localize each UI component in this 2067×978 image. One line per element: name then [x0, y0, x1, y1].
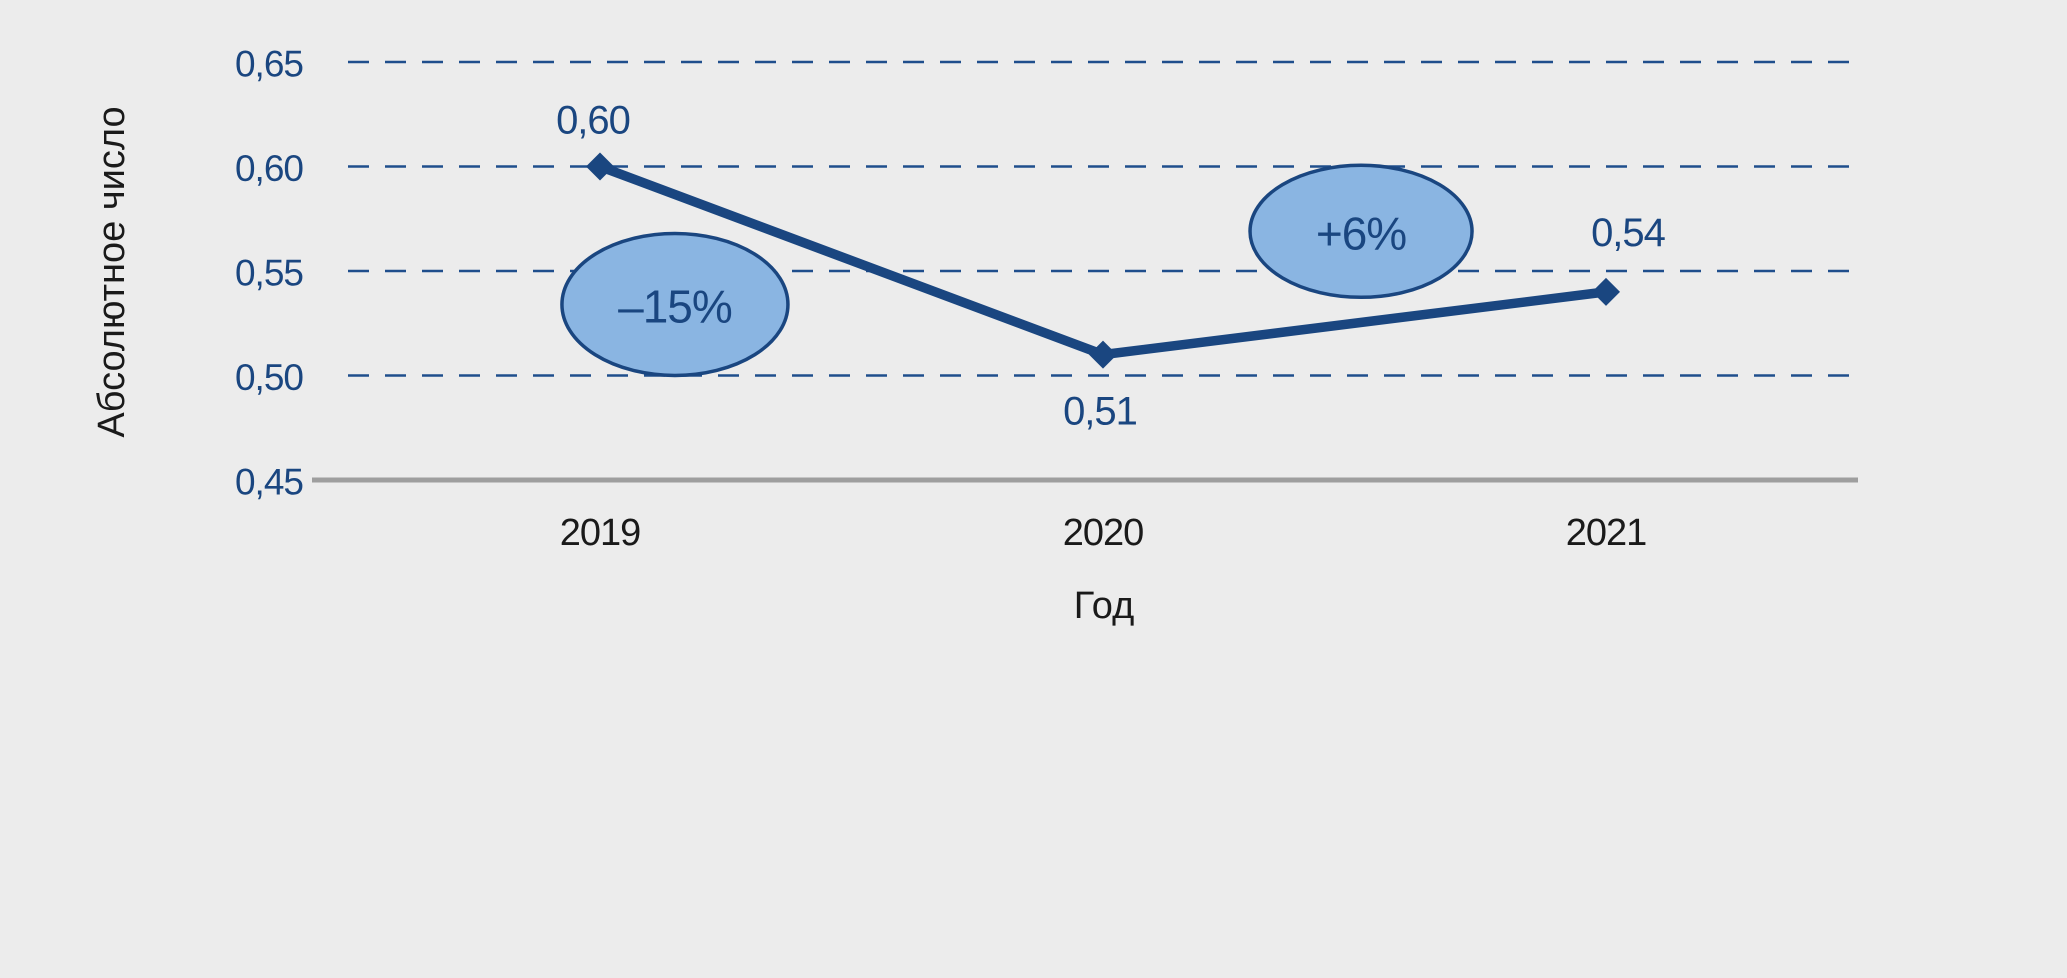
point-label: 0,51 — [1063, 390, 1137, 434]
y-tick-label: 0,55 — [235, 253, 303, 294]
y-tick-label: 0,60 — [235, 148, 303, 189]
point-label: 0,54 — [1591, 211, 1666, 255]
y-tick-label: 0,65 — [235, 44, 303, 85]
annotation-ellipse — [560, 231, 790, 378]
annotation-ellipse — [1248, 163, 1474, 300]
point-marker — [586, 152, 614, 181]
x-tick-label: 2019 — [560, 512, 641, 554]
x-axis-tick-labels: 2019 2020 2021 — [560, 512, 1648, 554]
y-axis-tick-labels: 0,65 0,60 0,55 0,50 0,45 — [235, 44, 304, 503]
point-marker — [1592, 277, 1620, 306]
gridlines — [348, 60, 1858, 377]
x-tick-label: 2020 — [1063, 512, 1144, 554]
y-tick-label: 0,45 — [235, 462, 303, 503]
annotation-ellipses: –15% +6% — [560, 163, 1474, 378]
point-label: 0,60 — [556, 99, 630, 143]
y-axis-title: Абсолютное число — [91, 106, 133, 437]
y-tick-label: 0,50 — [235, 357, 303, 398]
data-series — [586, 152, 1620, 369]
data-point-labels: 0,60 0,51 0,54 — [556, 99, 1667, 434]
point-marker — [1089, 340, 1117, 369]
annotation-label: –15% — [618, 280, 732, 332]
annotation-label: +6% — [1316, 207, 1406, 259]
x-tick-label: 2021 — [1566, 512, 1647, 554]
x-axis-title: Год — [1074, 585, 1135, 627]
